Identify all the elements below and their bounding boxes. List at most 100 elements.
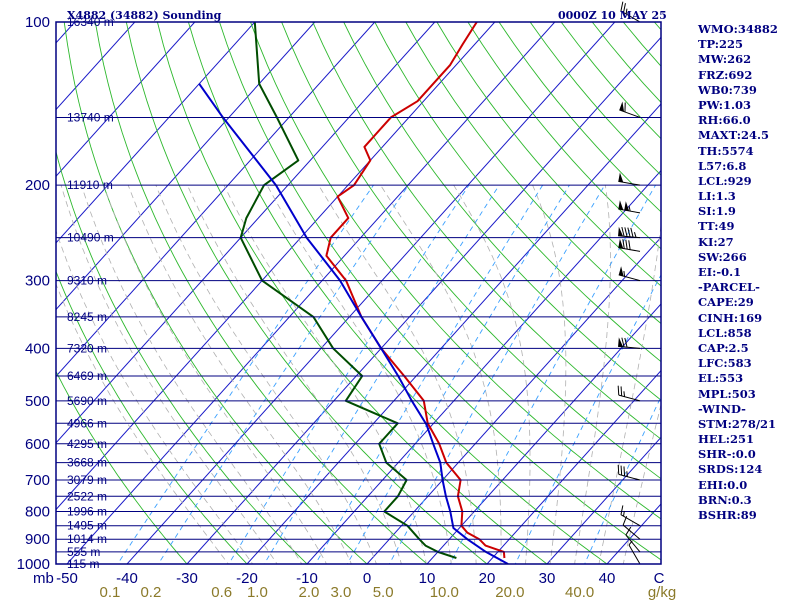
pressure-tick-label: 1000 (17, 556, 50, 573)
isotherm-line (366, 236, 661, 564)
index-item: PW:1.03 (698, 97, 752, 112)
index-item: MAXT:24.5 (698, 128, 769, 143)
temperature-tick-label: 10 (419, 570, 436, 587)
height-label: 10490 m (67, 231, 114, 245)
isotherm-line (546, 436, 661, 564)
mixing-ratio-line (449, 184, 656, 564)
pressure-tick-label: 800 (25, 503, 50, 520)
isotherm-line (56, 22, 196, 177)
height-label: 6469 m (67, 369, 107, 383)
height-label: 8245 m (67, 310, 107, 324)
height-label: 7320 m (67, 341, 107, 355)
isotherm-line (246, 103, 661, 564)
mixing-ratio-label: 0.6 (211, 584, 232, 600)
wind-barb-feather (624, 337, 628, 348)
wind-barbs (617, 1, 641, 565)
wind-barb (618, 172, 641, 186)
temperature-tick-label: -50 (56, 570, 78, 587)
dry-adiabat (281, 22, 661, 480)
moist-adiabat (453, 184, 531, 564)
wind-barb-staff (618, 473, 641, 481)
isotherm-line (56, 22, 376, 377)
index-item: EHI:0.0 (698, 477, 748, 492)
parcel-line (198, 83, 509, 564)
index-item: LFC:583 (698, 356, 752, 371)
index-item: MW:262 (698, 52, 752, 67)
dry-adiabat (250, 22, 661, 520)
temperature-tick-label: 30 (539, 570, 556, 587)
wind-barb-feather (621, 337, 625, 348)
index-item: TP:225 (698, 37, 744, 52)
wind-barb-half-feather (623, 391, 626, 397)
index-item: WMO:34882 (698, 22, 778, 36)
wind-barb (618, 226, 641, 239)
indices-panel: WMO:34882 TP:225 MW:262 FRZ:692 WB0:739 PW:1.… (698, 22, 798, 523)
mixing-ratio-label: 20.0 (495, 584, 524, 600)
index-item: SHR-:0.0 (698, 447, 756, 462)
mixing-ratio-line (263, 184, 500, 564)
height-label: 3668 m (67, 456, 107, 470)
wind-barb-pennant (618, 200, 624, 210)
moist-adiabat (103, 185, 328, 564)
mixing-ratio-unit: g/kg (648, 584, 676, 600)
index-item: STM:278/21 (698, 416, 777, 431)
index-item: KI:27 (698, 234, 734, 249)
dry-adiabat (436, 22, 661, 287)
height-label: 1996 m (67, 504, 107, 518)
wind-barb (625, 526, 641, 553)
index-item: FRZ:692 (698, 67, 753, 82)
wind-barb-half-feather (623, 271, 626, 277)
moist-adiabat (127, 185, 352, 564)
moist-adiabat (318, 184, 477, 564)
isobar-lines (56, 21, 661, 565)
wind-barb-staff (618, 394, 641, 402)
wind-barb-pennant (618, 172, 624, 183)
pressure-tick-label: 200 (25, 177, 50, 194)
mixing-ratio-line (388, 184, 606, 564)
x-axis-unit: C (654, 570, 665, 587)
isotherm-line (66, 22, 556, 564)
temperature-tick-label: 40 (599, 570, 616, 587)
index-item: RH:66.0 (698, 113, 751, 128)
height-label: 3079 m (67, 473, 107, 487)
mixing-ratio-line (314, 184, 543, 564)
dry-adiabat (156, 22, 548, 564)
height-label: 1014 m (67, 532, 107, 546)
mixing-ratio-label: 40.0 (565, 584, 594, 600)
wind-barb-feather (628, 240, 631, 250)
wind-barb-feather (620, 1, 624, 12)
temperature-tick-label: -10 (296, 570, 318, 587)
wind-barb-feather (622, 239, 625, 249)
mixing-ratio-line (116, 184, 374, 564)
dry-adiabat (56, 370, 188, 564)
wind-barb-feather (622, 516, 628, 526)
moist-adiabat (223, 185, 427, 564)
mixing-ratio-label: 0.1 (100, 584, 121, 600)
index-item: BSHR:89 (698, 508, 757, 522)
index-item: SRDS:124 (698, 462, 763, 477)
height-label: 555 m (67, 545, 100, 559)
moist-adiabat (60, 185, 278, 564)
mixing-ratio-label: 10.0 (430, 584, 459, 600)
wind-barb (620, 1, 641, 23)
wind-barb-half-feather (626, 471, 628, 477)
wind-barb-pennant (619, 101, 625, 112)
index-item: TT:49 (698, 219, 735, 234)
index-item: MPL:503 (698, 386, 756, 401)
wind-barb-half-feather (628, 540, 633, 546)
pressure-tick-label: 300 (25, 273, 50, 290)
wind-barb-staff (625, 534, 641, 553)
isotherm-line (426, 303, 661, 564)
pressure-tick-label: 900 (25, 531, 50, 548)
index-item: SW:266 (698, 249, 747, 264)
index-item: EL:553 (698, 371, 744, 386)
wind-barb-half-feather (633, 232, 637, 238)
pressure-tick-label: 100 (25, 14, 50, 31)
moist-adiabat (380, 184, 502, 564)
dry-adiabat (63, 22, 368, 564)
index-item: CAPE:29 (698, 295, 754, 310)
index-item: EI:-0.1 (698, 265, 742, 279)
mixing-ratio-line (157, 184, 409, 564)
dry-adiabat (405, 22, 661, 325)
